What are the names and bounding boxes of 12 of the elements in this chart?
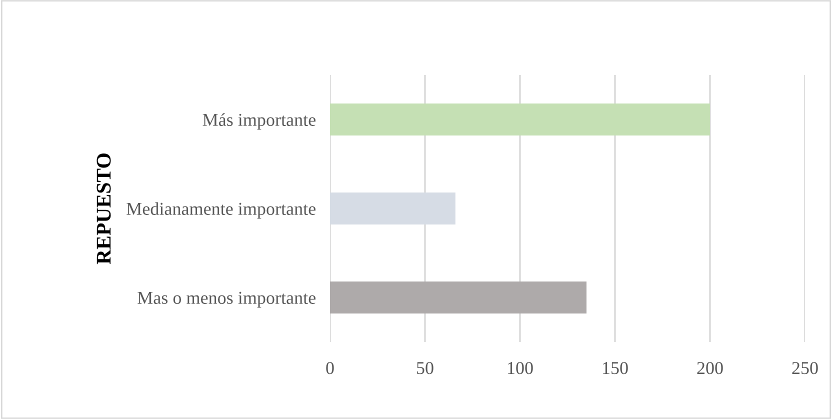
y-tick-label: Más importante	[202, 113, 316, 130]
x-tick-label: 250	[792, 362, 818, 374]
y-tick-label: Medianamente importante	[126, 202, 316, 219]
x-tick-label: 200	[697, 362, 723, 374]
y-axis-title: REPUESTO	[96, 154, 111, 264]
y-tick-label: Mas o menos importante	[138, 292, 316, 308]
bar	[330, 281, 586, 314]
bar	[330, 103, 710, 136]
x-tick-label: 50	[417, 362, 434, 374]
x-tick-label: 150	[603, 362, 628, 374]
x-tick-label: 100	[508, 362, 533, 374]
x-tick-label: 0	[326, 362, 334, 374]
